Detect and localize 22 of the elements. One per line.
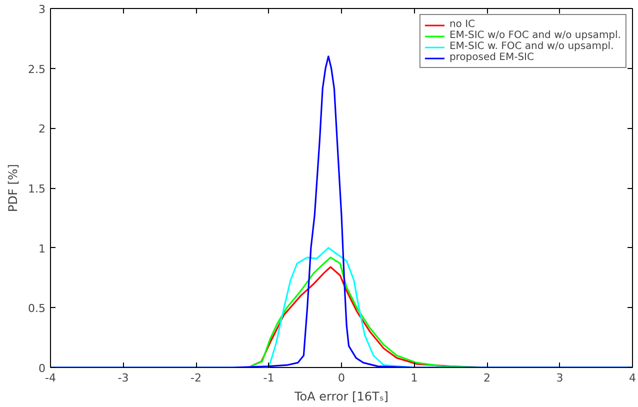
legend-label: EM-SIC w. FOC and w/o upsampl. <box>449 41 614 52</box>
x-tick-label: 2 <box>484 372 490 384</box>
x-tick-label: 4 <box>629 372 636 384</box>
x-axis-title: ToA error [16Tₛ] <box>294 390 388 404</box>
legend-label: EM-SIC w/o FOC and w/o upsampl. <box>449 30 621 41</box>
x-tick-label: -2 <box>190 372 202 384</box>
y-tick-label: 2 <box>38 122 46 136</box>
x-tick-label: -4 <box>45 372 56 384</box>
y-tick-label: 1.5 <box>28 182 46 196</box>
y-tick-label: 0 <box>38 362 46 375</box>
y-tick-label: 1 <box>38 242 46 256</box>
legend-label: proposed EM-SIC <box>449 52 534 63</box>
y-tick-label: 3 <box>38 3 46 16</box>
x-tick-label: -1 <box>263 372 274 384</box>
legend-label: no IC <box>449 19 476 30</box>
y-axis-title: PDF [%] <box>6 164 20 212</box>
x-tick-label: -3 <box>118 372 129 384</box>
y-tick-label: 0.5 <box>28 302 46 316</box>
x-tick-label: 0 <box>338 372 345 384</box>
x-tick-label: 1 <box>410 372 418 384</box>
y-tick-label: 2.5 <box>28 62 46 76</box>
x-tick-label: 3 <box>556 372 564 384</box>
